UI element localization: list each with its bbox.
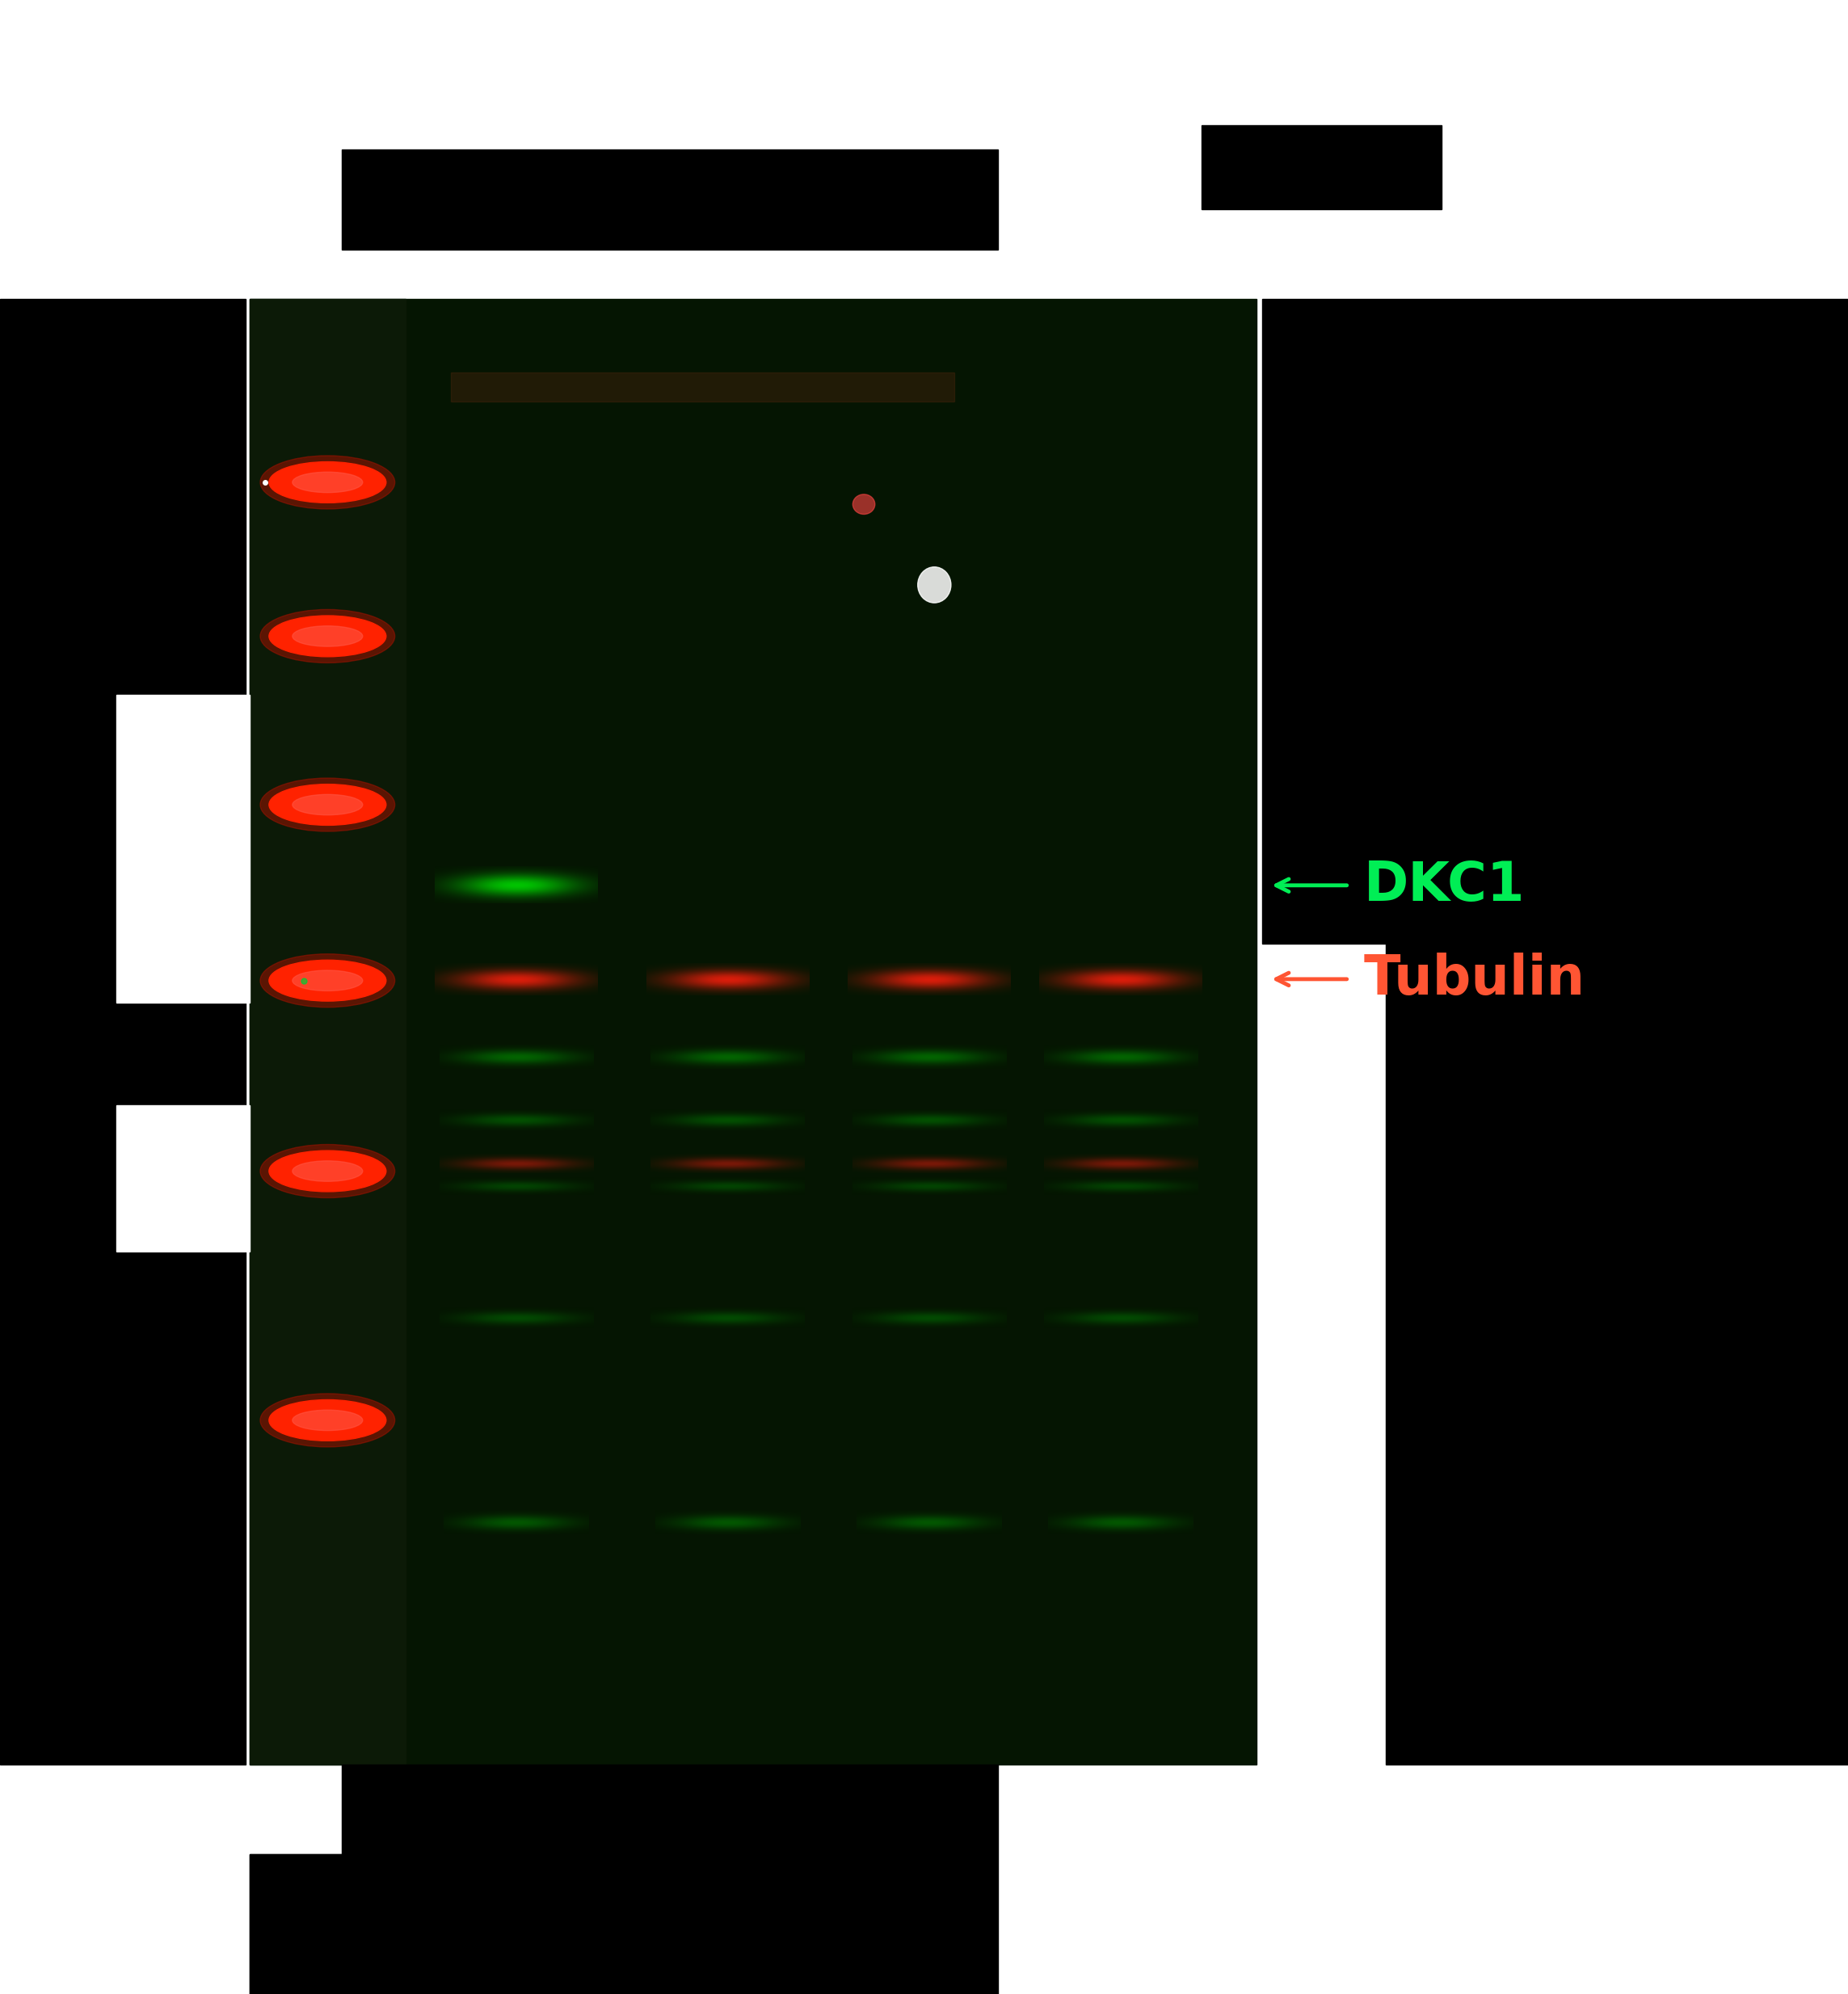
Bar: [1262, 299, 1848, 943]
Bar: [451, 373, 955, 401]
Text: DKC1: DKC1: [1364, 859, 1525, 911]
Ellipse shape: [918, 566, 952, 602]
Bar: [249, 1854, 342, 1994]
Ellipse shape: [261, 455, 395, 508]
Ellipse shape: [261, 610, 395, 662]
Bar: [342, 150, 998, 249]
Bar: [1201, 126, 1441, 209]
Ellipse shape: [292, 473, 362, 493]
Ellipse shape: [261, 778, 395, 831]
Ellipse shape: [270, 1151, 386, 1192]
Ellipse shape: [292, 1410, 362, 1430]
Ellipse shape: [270, 463, 386, 502]
Ellipse shape: [261, 1394, 395, 1448]
Text: Tubulin: Tubulin: [1364, 953, 1586, 1005]
Ellipse shape: [292, 971, 362, 991]
Ellipse shape: [270, 616, 386, 656]
Ellipse shape: [852, 495, 874, 514]
Bar: [342, 1765, 998, 1994]
Bar: [1386, 943, 1848, 1765]
Bar: [0, 299, 246, 1765]
Ellipse shape: [292, 1161, 362, 1180]
Bar: [249, 299, 1257, 1765]
Ellipse shape: [270, 1400, 386, 1442]
Ellipse shape: [261, 1145, 395, 1198]
Ellipse shape: [292, 794, 362, 816]
Ellipse shape: [270, 784, 386, 826]
Bar: [249, 1854, 370, 1994]
Ellipse shape: [261, 953, 395, 1007]
Bar: [116, 1105, 249, 1252]
Ellipse shape: [292, 626, 362, 646]
Bar: [249, 299, 405, 1765]
Bar: [116, 694, 249, 1003]
Ellipse shape: [270, 959, 386, 1001]
